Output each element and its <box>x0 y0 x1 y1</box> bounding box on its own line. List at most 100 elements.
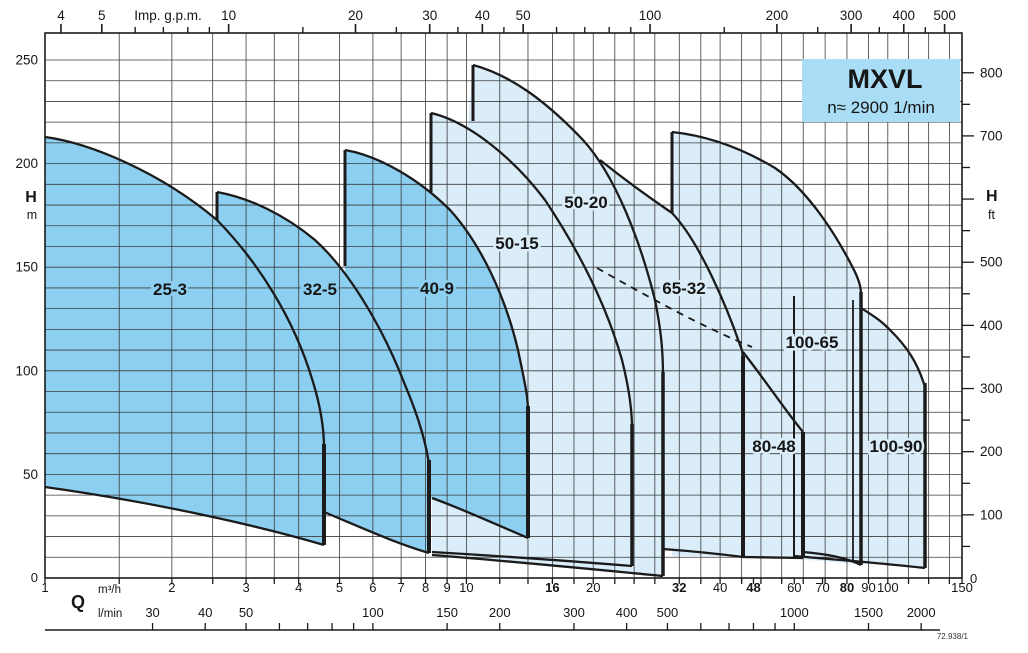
lmin-tick-label: 100 <box>362 605 384 620</box>
ft-tick-label: 400 <box>980 318 1003 333</box>
chart-title: MXVL <box>847 64 922 94</box>
envelope-outline-80-48-2 <box>742 555 804 560</box>
gpm-tick-label: 20 <box>348 8 363 23</box>
gpm-axis-title: Imp. g.p.m. <box>134 8 202 23</box>
envelope-outline-25-3-0 <box>44 135 326 449</box>
ft-tick-label: 700 <box>980 128 1003 143</box>
envelope-outline-100-90-3 <box>793 554 926 570</box>
ft-right-unit-label: ft <box>988 208 995 222</box>
pump-label-100-65: 100-65 <box>786 333 839 352</box>
lmin-tick-label: 400 <box>616 605 638 620</box>
m3h-tick-label: 60 <box>787 580 801 595</box>
h-zero-label: 0 <box>31 570 38 585</box>
lmin-tick-label: 200 <box>489 605 511 620</box>
gpm-tick-label: 5 <box>98 8 106 23</box>
m3h-tick-label: 8 <box>422 580 429 595</box>
pump-label-65-32: 65-32 <box>662 279 705 298</box>
lmin-tick-label: 30 <box>145 605 159 620</box>
pump-label-50-20: 50-20 <box>564 193 607 212</box>
m3h-tick-label: 10 <box>459 580 473 595</box>
envelope-outline-32-5-1 <box>216 190 431 466</box>
gpm-tick-label: 300 <box>840 8 863 23</box>
gpm-tick-label: 500 <box>933 8 956 23</box>
m3h-tick-label: 16 <box>545 580 559 595</box>
h-m-tick-label: 100 <box>15 363 38 378</box>
ft-tick-label: 100 <box>980 507 1003 522</box>
title-box <box>802 59 960 122</box>
lmin-tick-label: 1500 <box>854 605 883 620</box>
envelope-outline-50-20-3 <box>431 553 664 578</box>
gpm-tick-label: 400 <box>892 8 915 23</box>
m3h-tick-label: 32 <box>672 580 686 595</box>
lmin-tick-label: 500 <box>657 605 679 620</box>
gpm-tick-label: 50 <box>516 8 531 23</box>
pump-label-100-90: 100-90 <box>870 437 923 456</box>
gpm-tick-label: 10 <box>221 8 236 23</box>
gpm-tick-label: 40 <box>475 8 490 23</box>
envelope-outline-25-3-2 <box>44 485 325 547</box>
m3h-tick-label: 100 <box>877 580 899 595</box>
h-m-tick-label: 50 <box>23 467 38 482</box>
envelope-outline-40-9-1 <box>344 148 530 411</box>
pump-label-80-48: 80-48 <box>752 437 795 456</box>
m3h-tick-label: 48 <box>746 580 760 595</box>
lmin-tick-label: 2000 <box>907 605 936 620</box>
envelope-outline-65-32-2 <box>662 547 744 559</box>
h-m-tick-label: 250 <box>15 53 38 68</box>
lmin-tick-label: 1000 <box>780 605 809 620</box>
pump-label-25-3: 25-3 <box>153 280 187 299</box>
lmin-tick-label: 300 <box>563 605 585 620</box>
m3h-tick-label: 3 <box>242 580 249 595</box>
chart-subtitle: n≈ 2900 1/min <box>827 98 935 117</box>
h-m-tick-label: 150 <box>15 260 38 275</box>
envelope-outline-50-15-1 <box>430 111 634 429</box>
envelope-outline-100-65-1 <box>671 130 863 297</box>
gpm-tick-label: 30 <box>422 8 437 23</box>
m3h-tick-label: 4 <box>295 580 302 595</box>
m3h-unit-label: m³/h <box>98 584 121 596</box>
ft-tick-label: 500 <box>980 255 1003 270</box>
lmin-unit-label: l/min <box>98 608 122 620</box>
drawing-reference: 72.938/1 <box>937 632 969 641</box>
pump-label-50-15: 50-15 <box>495 234 538 253</box>
envelope-fill-40-9 <box>345 150 528 538</box>
m3h-tick-label: 1 <box>41 580 48 595</box>
ft-zero-label: 0 <box>970 571 977 586</box>
envelope-outline-50-20-1 <box>472 63 665 377</box>
envelope-outline-65-32-0 <box>599 159 745 361</box>
envelope-outline-40-9-3 <box>431 496 529 540</box>
m3h-tick-label: 80 <box>840 580 854 595</box>
gpm-tick-label: 4 <box>57 8 65 23</box>
h-left-axis-title: H <box>25 189 37 206</box>
ft-tick-label: 200 <box>980 444 1003 459</box>
m3h-tick-label: 40 <box>713 580 727 595</box>
m3h-tick-label: 20 <box>586 580 600 595</box>
m3h-tick-label: 2 <box>168 580 175 595</box>
m3h-tick-label: 150 <box>951 580 973 595</box>
gpm-tick-label: 100 <box>639 8 662 23</box>
m3h-tick-label: 6 <box>369 580 376 595</box>
envelope-outline-50-15-3 <box>431 550 633 568</box>
pump-label-32-5: 32-5 <box>303 280 337 299</box>
ft-tick-label: 800 <box>980 65 1003 80</box>
gpm-tick-label: 200 <box>766 8 789 23</box>
lmin-tick-label: 150 <box>436 605 458 620</box>
pump-label-40-9: 40-9 <box>420 279 454 298</box>
lmin-tick-label: 40 <box>198 605 212 620</box>
h-right-axis-title: H <box>986 188 998 205</box>
m3h-tick-label: 70 <box>815 580 829 595</box>
m3h-tick-label: 5 <box>336 580 343 595</box>
q-axis-title: Q <box>71 592 85 612</box>
h-m-tick-label: 200 <box>15 156 38 171</box>
lmin-tick-label: 50 <box>239 605 253 620</box>
envelope-outline-32-5-3 <box>323 510 430 555</box>
envelope-outline-80-48-0 <box>742 351 804 433</box>
m-left-unit-label: m <box>27 208 37 222</box>
ft-tick-label: 300 <box>980 381 1003 396</box>
envelope-outline-100-65-4 <box>802 550 862 567</box>
m3h-tick-label: 7 <box>398 580 405 595</box>
m3h-tick-label: 90 <box>861 580 875 595</box>
envelope-outline-100-90-1 <box>860 307 927 388</box>
